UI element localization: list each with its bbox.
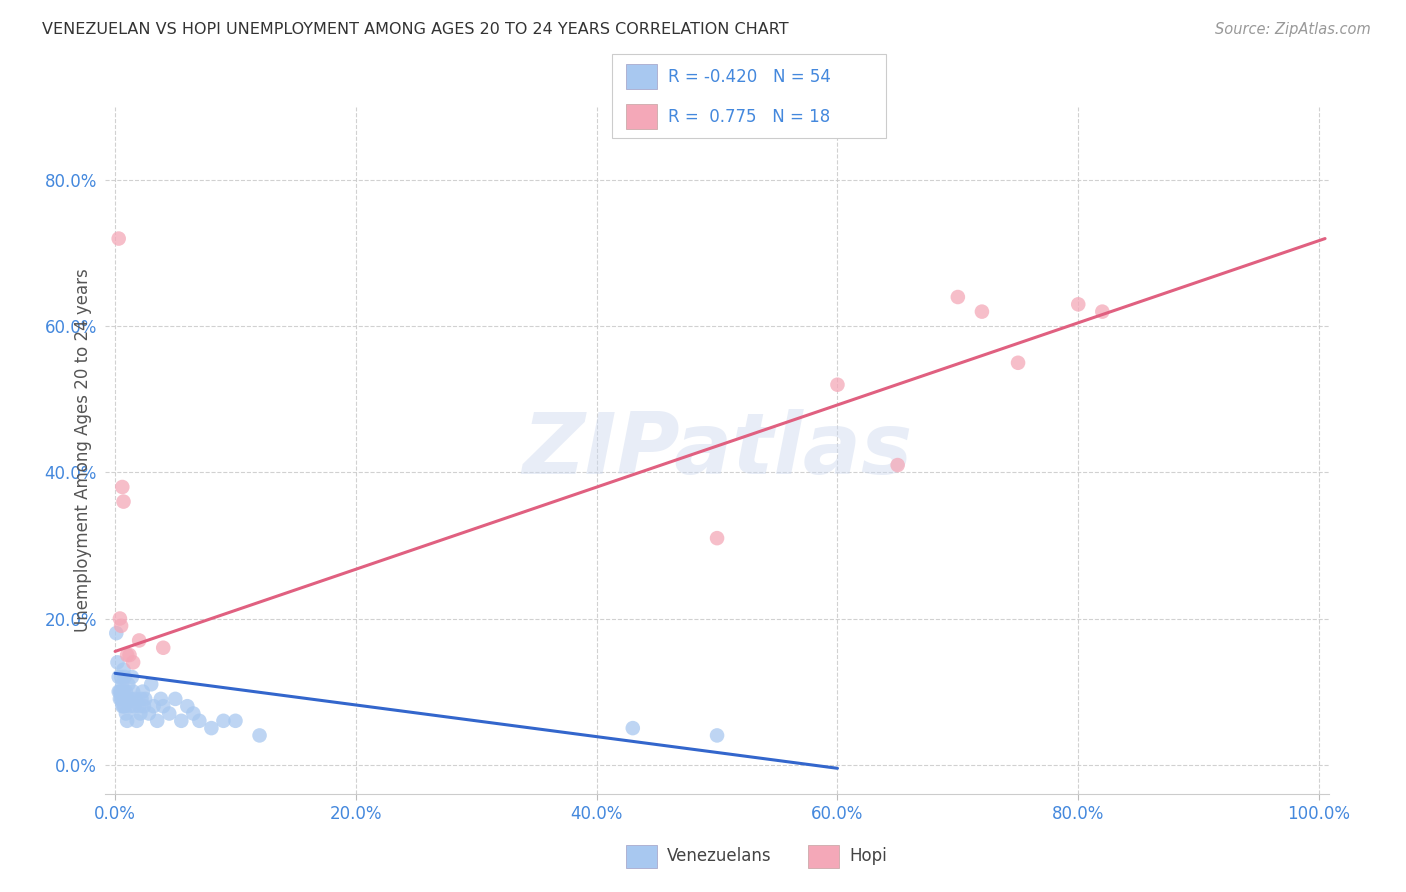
Text: R =  0.775   N = 18: R = 0.775 N = 18 <box>668 108 830 126</box>
Point <box>1007 356 1029 370</box>
Point <box>110 692 132 706</box>
Point <box>1067 297 1090 311</box>
Point <box>170 714 193 728</box>
Point <box>134 692 156 706</box>
Point <box>107 231 129 245</box>
Point <box>131 692 153 706</box>
Point <box>886 458 908 472</box>
Text: ZIPatlas: ZIPatlas <box>522 409 912 492</box>
Point <box>122 684 145 698</box>
Point <box>107 670 129 684</box>
Point <box>621 721 644 735</box>
Point <box>111 677 134 691</box>
Point <box>141 677 163 691</box>
Point <box>946 290 969 304</box>
Point <box>212 714 235 728</box>
Point <box>115 714 138 728</box>
Point <box>138 706 160 721</box>
Point <box>110 684 132 698</box>
Point <box>120 692 142 706</box>
Point <box>108 611 131 625</box>
Point <box>157 706 180 721</box>
Point <box>107 656 129 670</box>
Point <box>146 714 169 728</box>
Point <box>107 684 129 698</box>
Point <box>114 670 136 684</box>
Point <box>122 656 145 670</box>
Point <box>200 721 222 735</box>
Point <box>224 714 246 728</box>
Point <box>111 692 134 706</box>
Point <box>111 699 134 714</box>
Point <box>188 714 211 728</box>
Point <box>249 728 271 742</box>
Point <box>176 699 198 714</box>
Point <box>118 648 141 662</box>
Point <box>132 699 155 714</box>
Point <box>108 684 131 698</box>
Y-axis label: Unemployment Among Ages 20 to 24 years: Unemployment Among Ages 20 to 24 years <box>73 268 91 632</box>
Point <box>115 648 138 662</box>
Point <box>706 728 728 742</box>
Point <box>149 692 172 706</box>
Point <box>183 706 205 721</box>
Point <box>110 619 132 633</box>
Point <box>152 699 174 714</box>
Point <box>124 692 146 706</box>
Point <box>112 663 135 677</box>
Point <box>970 304 993 318</box>
Text: VENEZUELAN VS HOPI UNEMPLOYMENT AMONG AGES 20 TO 24 YEARS CORRELATION CHART: VENEZUELAN VS HOPI UNEMPLOYMENT AMONG AG… <box>42 22 789 37</box>
Point <box>142 699 165 714</box>
Point <box>827 377 849 392</box>
Point <box>112 494 135 508</box>
Point <box>115 706 138 721</box>
Text: Source: ZipAtlas.com: Source: ZipAtlas.com <box>1215 22 1371 37</box>
Point <box>124 699 146 714</box>
Point <box>129 706 152 721</box>
Point <box>105 626 128 640</box>
Point <box>125 714 148 728</box>
Point <box>121 670 143 684</box>
Point <box>132 684 155 698</box>
Point <box>1091 304 1114 318</box>
Point <box>165 692 187 706</box>
Point <box>706 531 728 545</box>
Point <box>118 699 141 714</box>
Point <box>152 640 174 655</box>
Point <box>114 699 136 714</box>
Point <box>115 684 138 698</box>
Point <box>110 670 132 684</box>
Text: R = -0.420   N = 54: R = -0.420 N = 54 <box>668 68 831 86</box>
Point <box>128 633 150 648</box>
Point <box>114 692 136 706</box>
Point <box>117 677 139 691</box>
Point <box>108 692 131 706</box>
Point <box>111 480 134 494</box>
Point <box>128 699 150 714</box>
Text: Hopi: Hopi <box>849 847 887 865</box>
Point <box>112 699 135 714</box>
Point <box>112 684 135 698</box>
Point <box>115 692 138 706</box>
Text: Venezuelans: Venezuelans <box>666 847 770 865</box>
